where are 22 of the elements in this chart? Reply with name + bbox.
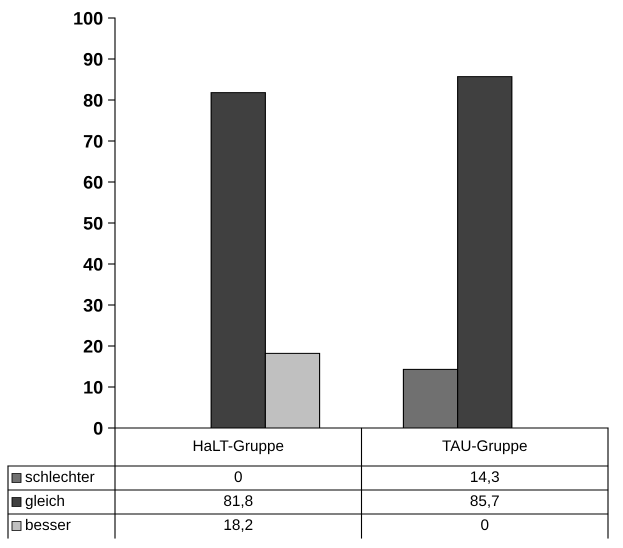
y-tick-label: 100 (74, 12, 102, 25)
legend-label: besser (26, 518, 71, 530)
data-label: 14,3 (471, 471, 499, 484)
data-label: 0 (481, 519, 488, 530)
y-tick-label: 60 (84, 176, 102, 189)
data-label: 18,2 (224, 519, 252, 532)
y-tick-label: 90 (84, 52, 102, 66)
legend-label: schlechter (25, 470, 94, 482)
data-label: 0 (234, 471, 242, 482)
y-tick-label: 50 (84, 216, 102, 230)
x-tick-label: TAU-Gruppe (442, 440, 527, 454)
y-tick-label: 10 (84, 380, 102, 394)
y-tick-label: 70 (84, 134, 102, 148)
y-tick-label: 0 (94, 422, 102, 435)
data-label: 85,7 (470, 495, 499, 508)
y-tick-label: 30 (84, 298, 102, 312)
x-tick-label: HaLT-Gruppe (194, 440, 284, 454)
y-tick-label: 20 (84, 340, 102, 353)
y-tick-label: 40 (83, 258, 102, 271)
y-tick-label: 80 (84, 94, 102, 107)
data-label: 81,8 (224, 495, 252, 508)
legend-label: gleich (26, 494, 64, 510)
